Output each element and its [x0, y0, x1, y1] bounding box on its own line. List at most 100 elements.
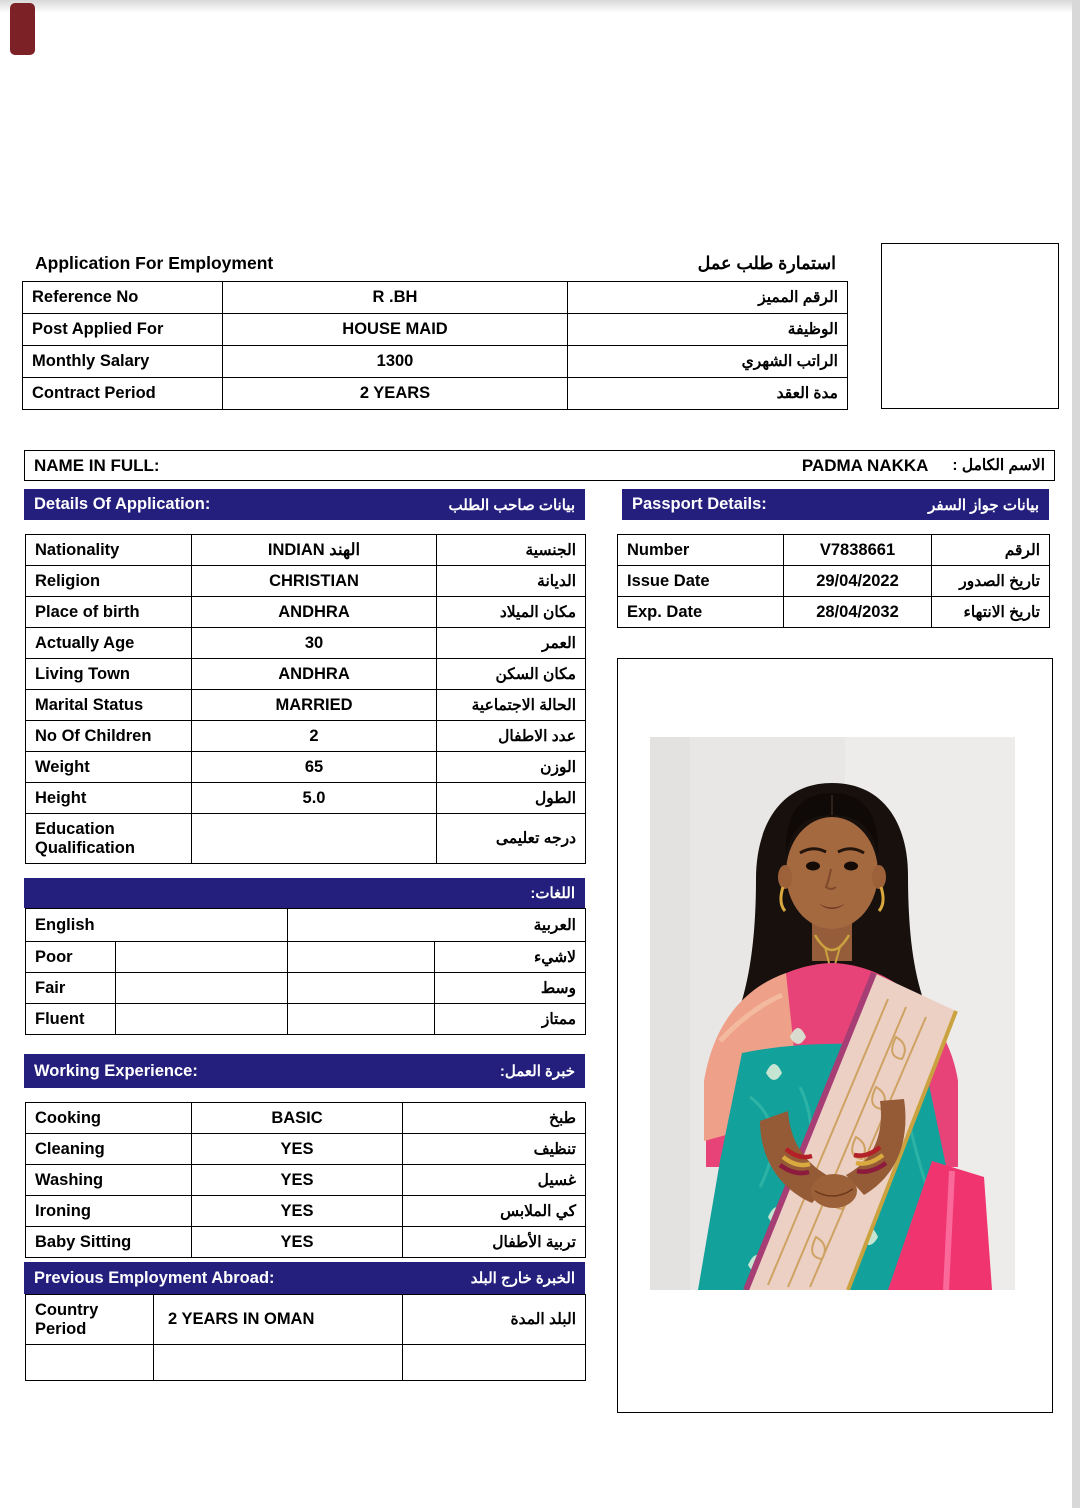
empty-cell: [115, 972, 288, 1004]
section-bar-previous-employment: Previous Employment Abroad: الخبرة خارج …: [24, 1262, 585, 1294]
skill-label-ar: كي الملابس: [402, 1195, 586, 1227]
field-label-ar: مكان الميلاد: [436, 596, 586, 628]
skill-value: YES: [191, 1133, 403, 1165]
empty-cell: [115, 1003, 288, 1035]
table-row: English العربية: [25, 908, 586, 942]
field-label: Exp. Date: [617, 596, 784, 628]
section-title-en: Previous Employment Abroad:: [34, 1268, 275, 1287]
field-value: 1300: [222, 345, 568, 378]
field-label-ar: درجه تعليمى: [436, 813, 586, 864]
section-title-ar: بيانات جواز السفر: [928, 496, 1039, 514]
field-label-ar: الطول: [436, 782, 586, 814]
passport-table: Number V7838661 الرقم Issue Date 29/04/2…: [617, 534, 1050, 628]
photo-placeholder-box: [881, 243, 1059, 409]
skill-label: Baby Sitting: [25, 1226, 192, 1258]
section-title-en: Passport Details:: [632, 495, 767, 513]
table-row: Living Town ANDHRA مكان السكن: [25, 658, 586, 690]
table-row: Fluent ممتاز: [25, 1003, 586, 1035]
field-label: Nationality: [25, 534, 192, 566]
section-title-ar: بيانات صاحب الطلب: [448, 496, 575, 514]
table-row: Education Qualification درجه تعليمى: [25, 813, 586, 864]
field-label: No Of Children: [25, 720, 192, 752]
languages-table: English العربية Poor لاشيء Fair وسط Flue…: [25, 908, 586, 1035]
table-row: Cooking BASIC طبخ: [25, 1102, 586, 1134]
skill-label-ar: غسيل: [402, 1164, 586, 1196]
table-row: Fair وسط: [25, 972, 586, 1004]
field-value: R .BH: [222, 281, 568, 314]
top-summary-table: Reference No R .BH الرقم المميز Post App…: [22, 281, 848, 410]
empty-cell: [25, 1344, 154, 1381]
skill-label: Ironing: [25, 1195, 192, 1227]
field-value: 28/04/2032: [783, 596, 932, 628]
field-label: Actually Age: [25, 627, 192, 659]
language-label: English: [25, 908, 288, 942]
field-label-ar: الجنسية: [436, 534, 586, 566]
empty-cell: [287, 1003, 435, 1035]
working-experience-table: Cooking BASIC طبخ Cleaning YES تنظيف Was…: [25, 1102, 586, 1258]
section-bar-passport: Passport Details: بيانات جواز السفر: [622, 489, 1049, 520]
table-row: Monthly Salary 1300 الراتب الشهري: [22, 345, 848, 378]
table-row: Marital Status MARRIED الحالة الاجتماعية: [25, 689, 586, 721]
field-label: Monthly Salary: [22, 345, 223, 378]
form-title-ar: استمارة طلب عمل: [697, 252, 836, 273]
field-label: Marital Status: [25, 689, 192, 721]
section-title-en: Working Experience:: [34, 1061, 198, 1080]
field-label: Place of birth: [25, 596, 192, 628]
skill-label-ar: تربية الأطفال: [402, 1226, 586, 1258]
field-value: 5.0: [191, 782, 437, 814]
table-row: Issue Date 29/04/2022 تاريخ الصدور: [617, 565, 1050, 597]
field-label-ar: الرقم المميز: [567, 281, 848, 314]
table-row: Actually Age 30 العمر: [25, 627, 586, 659]
field-label-ar: مكان السكن: [436, 658, 586, 690]
field-label: Weight: [25, 751, 192, 783]
level-label: Poor: [25, 941, 116, 973]
previous-employment-table: Country Period 2 YEARS IN OMAN البلد الم…: [25, 1294, 586, 1381]
skill-value: YES: [191, 1226, 403, 1258]
red-marker: [10, 3, 35, 55]
table-row: Poor لاشيء: [25, 941, 586, 973]
field-label-ar: العمر: [436, 627, 586, 659]
section-bar-working: Working Experience: خبرة العمل:: [24, 1054, 585, 1088]
section-bar-languages: اللغات:: [24, 878, 585, 908]
field-label-ar: البلد المدة: [402, 1294, 586, 1345]
field-value: MARRIED: [191, 689, 437, 721]
table-row: Height 5.0 الطول: [25, 782, 586, 814]
section-bar-details: Details Of Application: بيانات صاحب الطل…: [24, 489, 585, 520]
table-row: Ironing YES كي الملابس: [25, 1195, 586, 1227]
empty-cell: [287, 941, 435, 973]
field-label-ar: الديانة: [436, 565, 586, 597]
table-row: Country Period 2 YEARS IN OMAN البلد الم…: [25, 1294, 586, 1345]
name-label: NAME IN FULL:: [34, 455, 160, 475]
field-label-ar: الوزن: [436, 751, 586, 783]
table-row: Number V7838661 الرقم: [617, 534, 1050, 566]
field-label: Issue Date: [617, 565, 784, 597]
field-label: Post Applied For: [22, 313, 223, 346]
level-label-ar: وسط: [434, 972, 586, 1004]
language-label-ar: العربية: [287, 908, 586, 942]
field-label: Education Qualification: [25, 813, 192, 864]
skill-value: YES: [191, 1195, 403, 1227]
top-shadow-band: [0, 0, 1080, 13]
name-right-group: PADMA NAKKA الاسم الكامل :: [802, 456, 1045, 476]
field-value: 30: [191, 627, 437, 659]
table-row: Place of birth ANDHRA مكان الميلاد: [25, 596, 586, 628]
field-value: INDIAN الهند: [191, 534, 437, 566]
name-in-full-row: NAME IN FULL: PADMA NAKKA الاسم الكامل :: [24, 450, 1055, 481]
skill-label: Washing: [25, 1164, 192, 1196]
applicant-photo: [650, 737, 1015, 1290]
skill-label-ar: تنظيف: [402, 1133, 586, 1165]
field-label: Religion: [25, 565, 192, 597]
field-value: CHRISTIAN: [191, 565, 437, 597]
field-value: V7838661: [783, 534, 932, 566]
field-label-ar: الراتب الشهري: [567, 345, 848, 378]
field-value: 2 YEARS: [222, 377, 568, 410]
field-label-ar: تاريخ الصدور: [931, 565, 1050, 597]
field-label-ar: الرقم: [931, 534, 1050, 566]
table-row: Reference No R .BH الرقم المميز: [22, 281, 848, 314]
photo-frame-box: [617, 658, 1053, 1413]
table-row: Washing YES غسيل: [25, 1164, 586, 1196]
table-row: Exp. Date 28/04/2032 تاريخ الانتهاء: [617, 596, 1050, 628]
empty-cell: [402, 1344, 586, 1381]
field-label: Reference No: [22, 281, 223, 314]
